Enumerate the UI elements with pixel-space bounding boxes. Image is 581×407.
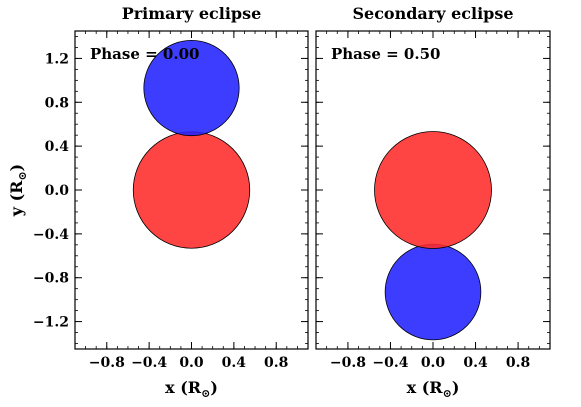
y-tick-label: 1.2 — [45, 51, 69, 67]
stars-layer — [132, 39, 251, 249]
x-tick-label: 0.4 — [463, 355, 488, 371]
star-1 — [384, 243, 482, 341]
panel-title: Primary eclipse — [122, 4, 262, 23]
x-tick-label: 0.4 — [222, 355, 247, 371]
phase-annotation: Phase = 0.00 — [90, 45, 199, 63]
x-tick-label: 0.0 — [421, 355, 446, 371]
panel-1: −0.8 −0.4 0.0 0.4 0.8 −1.2 −0.8 −0.4 0.0 0.4 0.8 1.… — [7, 4, 309, 400]
y-tick-label: −0.8 — [33, 271, 69, 287]
x-axis-label: x (R⊙) — [407, 378, 460, 400]
x-tick-label: 0.0 — [179, 355, 204, 371]
panel-title: Secondary eclipse — [352, 4, 513, 23]
star-2 — [374, 131, 492, 249]
stars-layer — [374, 131, 492, 341]
star-1 — [132, 131, 251, 249]
phase-annotation: Phase = 0.50 — [331, 45, 440, 63]
x-tick-label: 0.8 — [506, 355, 530, 371]
y-tick-label: 0.4 — [45, 139, 70, 155]
y-tick-label: 0.0 — [45, 183, 70, 199]
y-tick-label: −1.2 — [33, 315, 69, 331]
x-axis-label: x (R⊙) — [165, 378, 218, 400]
panel-2: −0.8 −0.4 0.0 0.4 0.8 Secondary eclipse Phase … — [315, 4, 551, 400]
y-axis-label: y (R⊙) — [7, 164, 29, 218]
x-tick-label: −0.8 — [89, 355, 125, 371]
star-2 — [143, 39, 240, 137]
y-tick-label: 0.8 — [45, 95, 69, 111]
x-tick-label: −0.8 — [330, 355, 366, 371]
x-tick-label: −0.4 — [372, 355, 408, 371]
y-tick-label: −0.4 — [33, 227, 69, 243]
x-tick-label: −0.4 — [131, 355, 167, 371]
x-tick-label: 0.8 — [264, 355, 288, 371]
